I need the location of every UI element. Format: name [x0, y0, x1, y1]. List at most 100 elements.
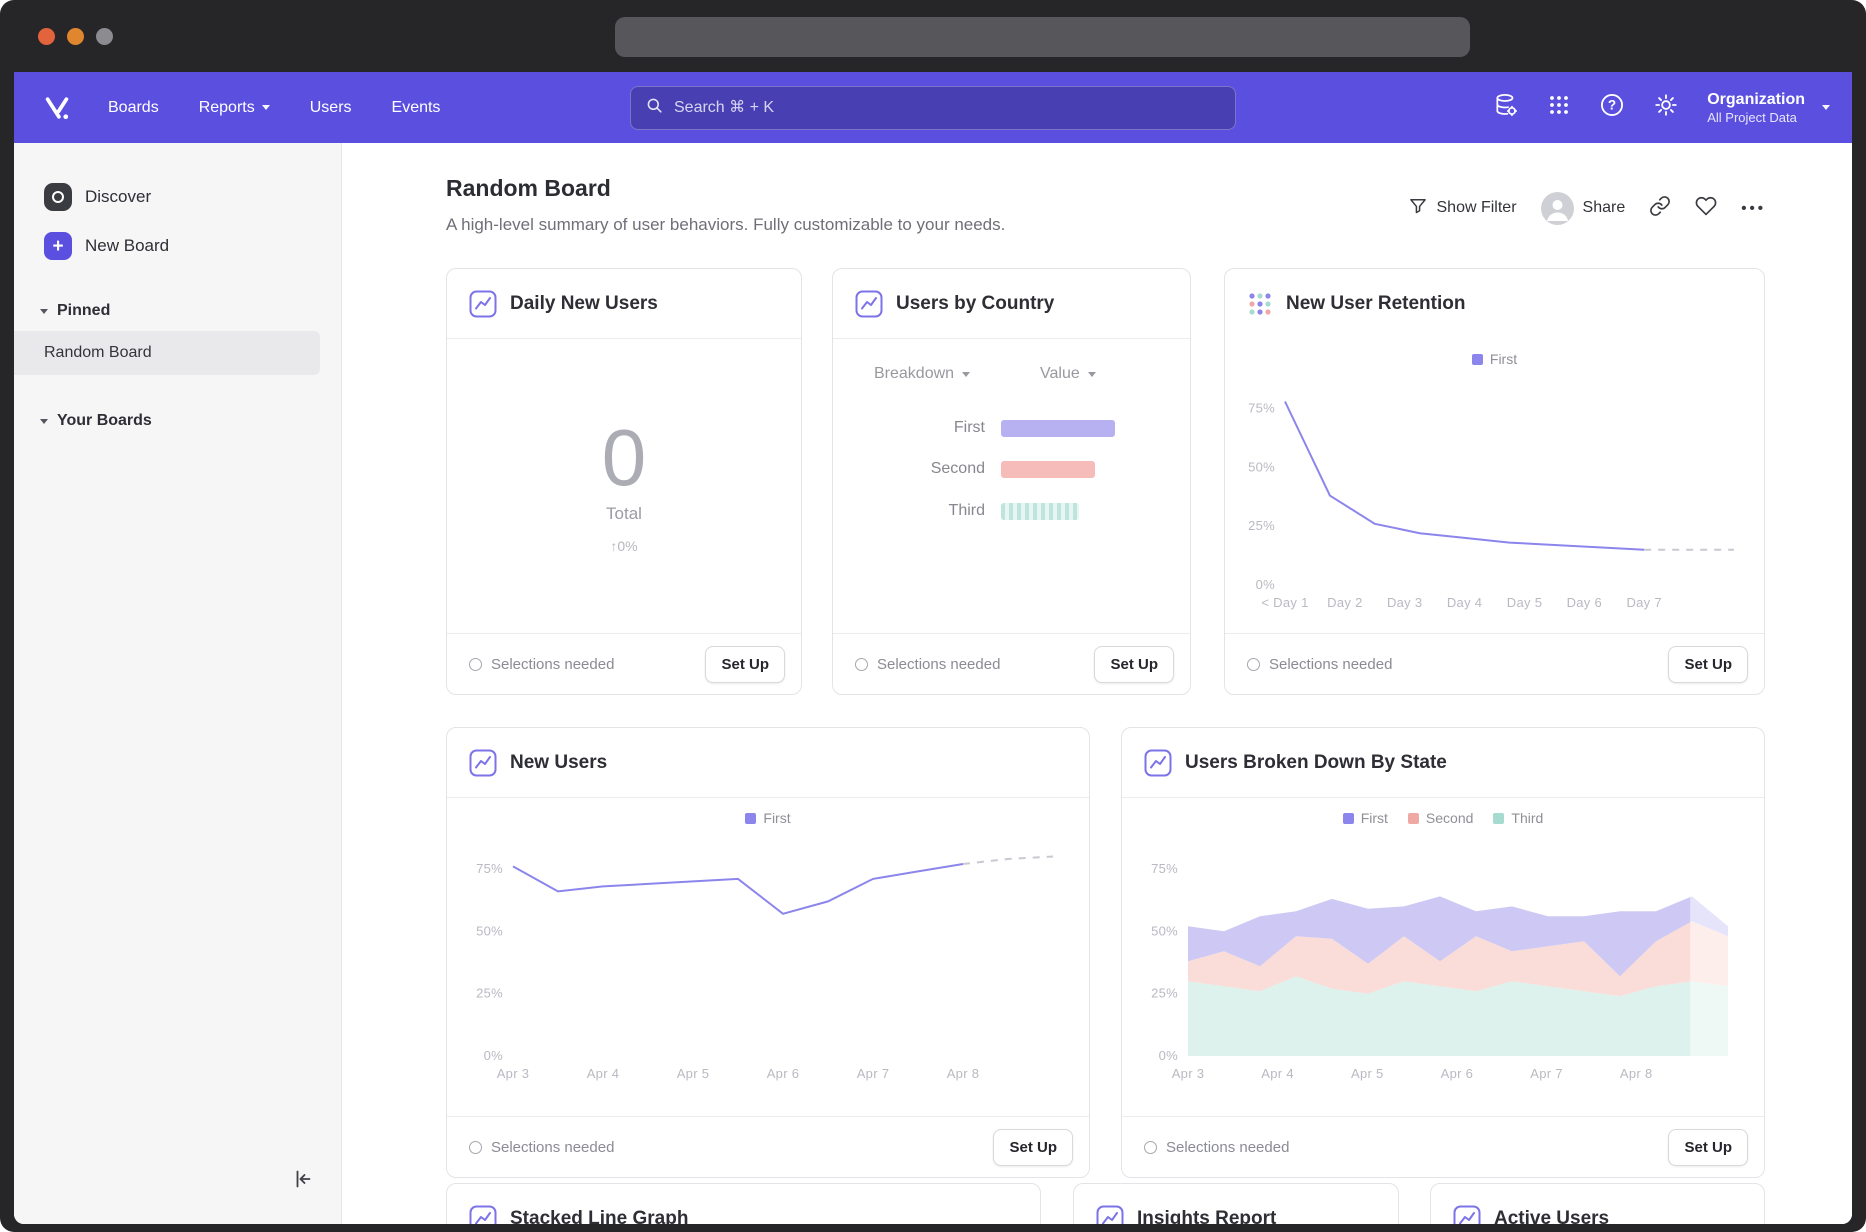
svg-text:50%: 50%: [1248, 459, 1275, 474]
metric-delta: ↑0%: [610, 538, 637, 554]
nav-events[interactable]: Events: [392, 99, 441, 117]
org-switcher[interactable]: Organization All Project Data: [1707, 90, 1830, 126]
card-title: Users Broken Down By State: [1185, 752, 1447, 774]
status-circle-icon: [855, 658, 868, 671]
set-up-button[interactable]: Set Up: [705, 646, 785, 683]
apps-grid-icon[interactable]: [1547, 93, 1571, 122]
svg-text:50%: 50%: [476, 923, 503, 938]
svg-text:Apr 3: Apr 3: [497, 1066, 530, 1081]
window-minimize-button[interactable]: [67, 28, 84, 45]
board-main: Random Board A high-level summary of use…: [342, 143, 1852, 1224]
line-chart-icon: [469, 749, 497, 777]
chevron-down-icon: [1088, 372, 1096, 377]
card-status: Selections needed: [469, 1139, 614, 1156]
retention-grid-icon: [1247, 291, 1273, 317]
svg-text:Apr 8: Apr 8: [1620, 1066, 1653, 1081]
global-search[interactable]: [630, 86, 1236, 130]
chevron-down-icon: [962, 372, 970, 377]
card-users-by-country: Users by Country Breakdown Value First S…: [832, 268, 1191, 695]
nav-reports[interactable]: Reports: [199, 99, 270, 117]
sidebar-item-new-board[interactable]: + New Board: [14, 228, 341, 264]
mixpanel-logo-icon[interactable]: [42, 93, 72, 123]
card-status: Selections needed: [1247, 656, 1392, 673]
set-up-button[interactable]: Set Up: [1668, 646, 1748, 683]
metric-value: 0: [602, 418, 647, 498]
app-window: Boards Reports Users Events ?: [0, 0, 1866, 1232]
card-title: New Users: [510, 752, 607, 774]
sidebar-item-random-board[interactable]: Random Board: [14, 331, 320, 375]
svg-text:25%: 25%: [1248, 518, 1275, 533]
more-options-button[interactable]: •••: [1741, 200, 1766, 217]
sidebar-collapse-button[interactable]: [291, 1167, 315, 1196]
legend-item: First: [1343, 810, 1388, 826]
svg-text:50%: 50%: [1151, 923, 1178, 938]
titlebar: [0, 0, 1866, 72]
bar-third: [1001, 503, 1079, 520]
line-chart-icon: [855, 290, 883, 318]
help-icon[interactable]: ?: [1599, 92, 1625, 123]
breakdown-dropdown[interactable]: Breakdown: [874, 365, 970, 383]
line-chart-icon: [1453, 1205, 1481, 1224]
card-title: Users by Country: [896, 293, 1054, 315]
card-new-users: New Users First 75%50%25%0%Apr 3Apr 4Apr…: [446, 727, 1090, 1178]
card-title: Daily New Users: [510, 293, 658, 315]
sidebar-section-pinned[interactable]: Pinned: [14, 295, 341, 327]
svg-text:Apr 5: Apr 5: [1351, 1066, 1384, 1081]
svg-text:Apr 6: Apr 6: [767, 1066, 800, 1081]
favorite-heart-icon[interactable]: [1695, 195, 1717, 222]
sidebar-section-your-boards[interactable]: Your Boards: [14, 405, 341, 437]
search-input[interactable]: [674, 99, 1221, 117]
nav-users[interactable]: Users: [310, 99, 352, 117]
nav-boards[interactable]: Boards: [108, 99, 159, 117]
svg-text:?: ?: [1608, 98, 1616, 113]
discover-icon: [44, 183, 72, 211]
primary-nav: Boards Reports Users Events: [108, 99, 440, 117]
card-status: Selections needed: [1144, 1139, 1289, 1156]
card-status: Selections needed: [855, 656, 1000, 673]
card-status: Selections needed: [469, 656, 614, 673]
settings-gear-icon[interactable]: [1653, 92, 1679, 123]
data-management-icon[interactable]: [1493, 92, 1519, 123]
svg-text:Day 6: Day 6: [1567, 595, 1602, 610]
status-circle-icon: [469, 1141, 482, 1154]
set-up-button[interactable]: Set Up: [993, 1129, 1073, 1166]
address-bar[interactable]: [615, 17, 1470, 57]
line-chart-icon: [1096, 1205, 1124, 1224]
card-users-by-state: Users Broken Down By State FirstSecondTh…: [1121, 727, 1765, 1178]
svg-text:75%: 75%: [476, 861, 503, 876]
bar-first: [1001, 420, 1115, 437]
sidebar: Discover + New Board Pinned Random Board…: [14, 143, 342, 1224]
set-up-button[interactable]: Set Up: [1668, 1129, 1748, 1166]
svg-text:Day 4: Day 4: [1447, 595, 1482, 610]
bar-row: Second: [833, 460, 1095, 478]
chart-legend: First: [1225, 351, 1764, 367]
metric-label: Total: [606, 504, 642, 524]
chart-legend: First: [447, 810, 1089, 826]
svg-text:Apr 5: Apr 5: [677, 1066, 710, 1081]
legend-item: Second: [1408, 810, 1473, 826]
chevron-down-icon: [40, 419, 48, 424]
show-filter-button[interactable]: Show Filter: [1408, 196, 1517, 221]
window-close-button[interactable]: [38, 28, 55, 45]
line-chart-icon: [1144, 749, 1172, 777]
card-title: New User Retention: [1286, 293, 1465, 315]
svg-text:0%: 0%: [1159, 1048, 1179, 1063]
window-zoom-button[interactable]: [96, 28, 113, 45]
filter-funnel-icon: [1408, 196, 1428, 221]
svg-text:Apr 7: Apr 7: [857, 1066, 890, 1081]
share-button[interactable]: Share: [1541, 192, 1626, 225]
set-up-button[interactable]: Set Up: [1094, 646, 1174, 683]
copy-link-icon[interactable]: [1649, 195, 1671, 222]
legend-item: First: [745, 810, 790, 826]
sidebar-item-discover[interactable]: Discover: [14, 179, 341, 215]
value-dropdown[interactable]: Value: [1040, 365, 1096, 383]
svg-text:Apr 6: Apr 6: [1441, 1066, 1474, 1081]
browser-content: Boards Reports Users Events ?: [14, 72, 1852, 1224]
card-new-user-retention: New User Retention First 75%50%25%0%< Da…: [1224, 268, 1765, 695]
bar-second: [1001, 461, 1095, 478]
chevron-down-icon: [1822, 105, 1830, 110]
svg-text:0%: 0%: [484, 1048, 504, 1063]
retention-chart: 75%50%25%0%< Day 1Day 2Day 3Day 4Day 5Da…: [1239, 375, 1748, 615]
card-daily-new-users: Daily New Users 0 Total ↑0% Selections n…: [446, 268, 802, 695]
page-subtitle: A high-level summary of user behaviors. …: [446, 215, 1005, 235]
